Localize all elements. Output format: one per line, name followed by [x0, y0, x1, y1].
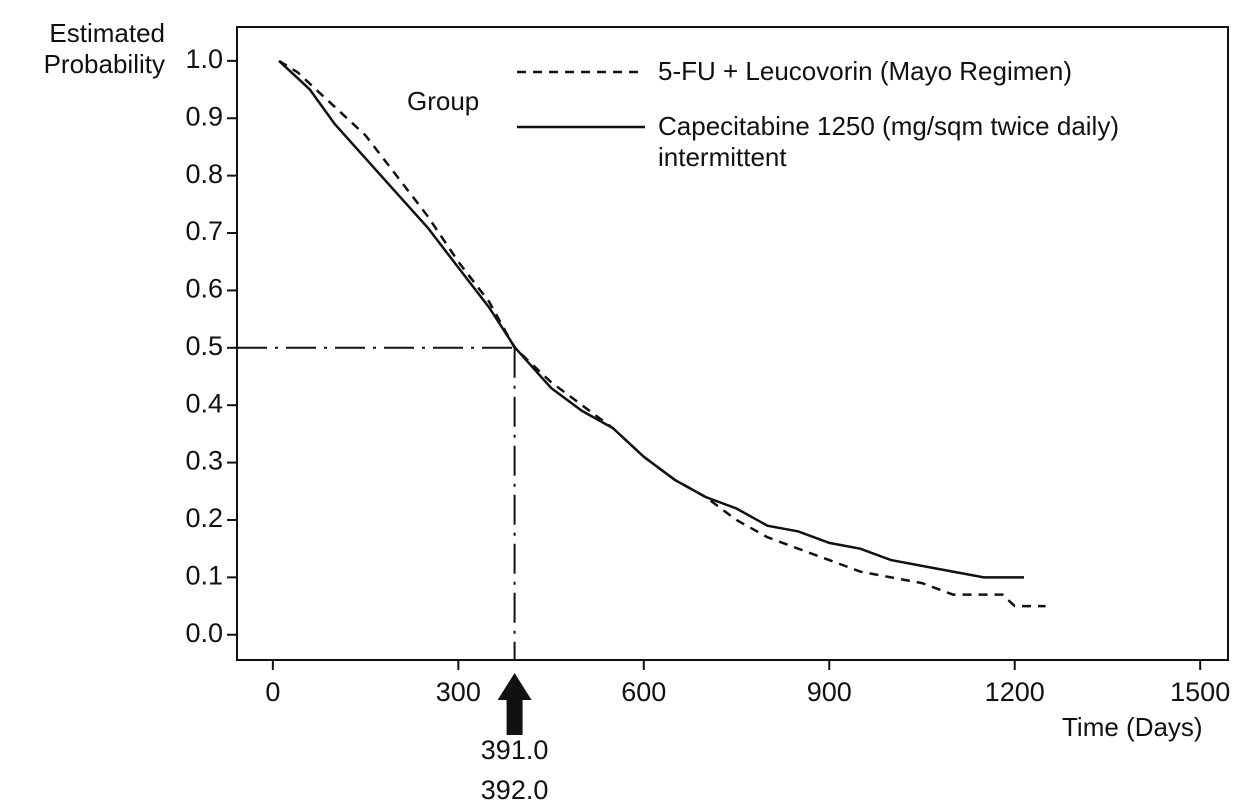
y-tick-label: 0.8: [185, 159, 223, 189]
x-tick-label: 1500: [1170, 677, 1230, 707]
y-tick-label: 0.2: [185, 503, 223, 533]
x-tick-label: 900: [807, 677, 852, 707]
annotation-label: 392.0: [481, 775, 549, 805]
x-tick-label: 600: [621, 677, 666, 707]
y-tick-label: 0.1: [185, 560, 223, 590]
survival-curve: [278, 59, 1046, 608]
y-tick-label: 0.3: [185, 446, 223, 476]
y-tick-label: 0.7: [185, 216, 223, 246]
x-tick-label: 300: [436, 677, 481, 707]
legend-label: 5-FU + Leucovorin (Mayo Regimen): [658, 56, 1072, 86]
survival-curve: [278, 59, 1024, 579]
y-tick-label: 1.0: [185, 44, 223, 74]
legend-label: Capecitabine 1250 (mg/sqm twice daily) i…: [658, 111, 1119, 172]
plot-frame: [236, 26, 1229, 661]
legend-title: Group: [407, 86, 480, 116]
x-axis-label: Time (Days): [1062, 712, 1203, 742]
annotation-label: 391.0: [481, 735, 549, 765]
x-tick-label: 0: [265, 677, 280, 707]
y-tick-label: 0.5: [185, 331, 223, 361]
median-arrow: [497, 673, 532, 735]
y-tick-label: 0.0: [185, 618, 223, 648]
y-tick-label: 0.6: [185, 274, 223, 304]
x-tick-label: 1200: [985, 677, 1045, 707]
y-axis-label: Estimated Probability: [43, 18, 165, 79]
y-tick-label: 0.4: [185, 388, 223, 418]
y-tick-label: 0.9: [185, 101, 223, 131]
